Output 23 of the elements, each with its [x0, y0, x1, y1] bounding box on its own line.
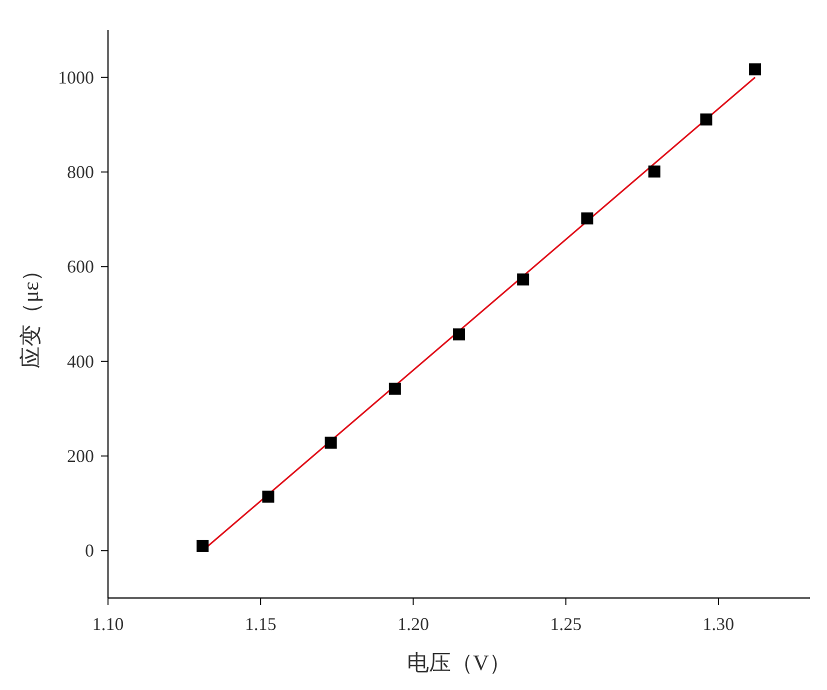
y-tick-label: 0 [85, 540, 94, 561]
point [700, 113, 712, 126]
y-tick-label: 400 [67, 351, 94, 372]
y-tick-label: 200 [67, 446, 94, 466]
x-tick-label: 1.25 [550, 614, 582, 634]
point [453, 328, 465, 340]
x-tick-label: 1.10 [92, 614, 124, 634]
point [648, 166, 660, 178]
point [262, 490, 274, 503]
point [324, 436, 337, 449]
x-tick-label: 1.20 [397, 614, 429, 634]
point [517, 273, 530, 286]
y-tick-label: 600 [67, 256, 94, 277]
point [749, 63, 762, 76]
y-tick-label: 800 [67, 162, 94, 182]
point [581, 212, 594, 224]
x-tick-label: 1.15 [244, 614, 276, 634]
x-axis-title: 电压（V） [407, 650, 511, 675]
point [388, 382, 401, 395]
x-tick-label: 1.30 [702, 614, 734, 634]
point [196, 540, 209, 552]
y-axis-title: 应变（με） [18, 259, 43, 369]
y-tick-label: 1000 [58, 67, 94, 88]
